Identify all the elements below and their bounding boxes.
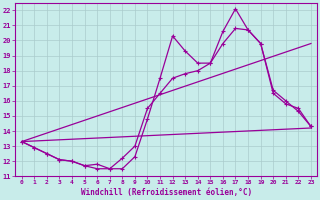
X-axis label: Windchill (Refroidissement éolien,°C): Windchill (Refroidissement éolien,°C) bbox=[81, 188, 252, 197]
